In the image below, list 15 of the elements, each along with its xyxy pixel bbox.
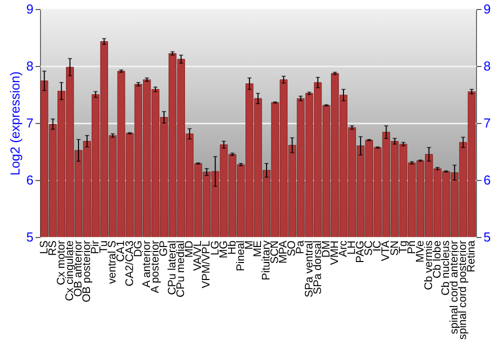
y-tick-label: 5	[26, 230, 34, 244]
y-tick-label: 7	[26, 116, 34, 130]
x-tick-label: RS	[46, 240, 59, 256]
x-tick-label: A posterior	[149, 240, 162, 294]
y2-tick-label: 7	[484, 116, 491, 130]
y-axis-title: Log2 (expression)	[7, 71, 22, 176]
y2-tick-label: 9	[484, 2, 491, 16]
y2-tick-label: 8	[484, 58, 491, 74]
x-tick-label: Retina	[466, 240, 478, 272]
y2-tick-label: 5	[484, 230, 491, 244]
y2-tick-label: 6	[484, 172, 491, 188]
y-tick-label: 6	[26, 172, 34, 188]
y-tick-label: 8	[26, 58, 34, 74]
x-tick-label: Tg	[397, 240, 410, 254]
y-tick-label: 9	[26, 2, 34, 16]
